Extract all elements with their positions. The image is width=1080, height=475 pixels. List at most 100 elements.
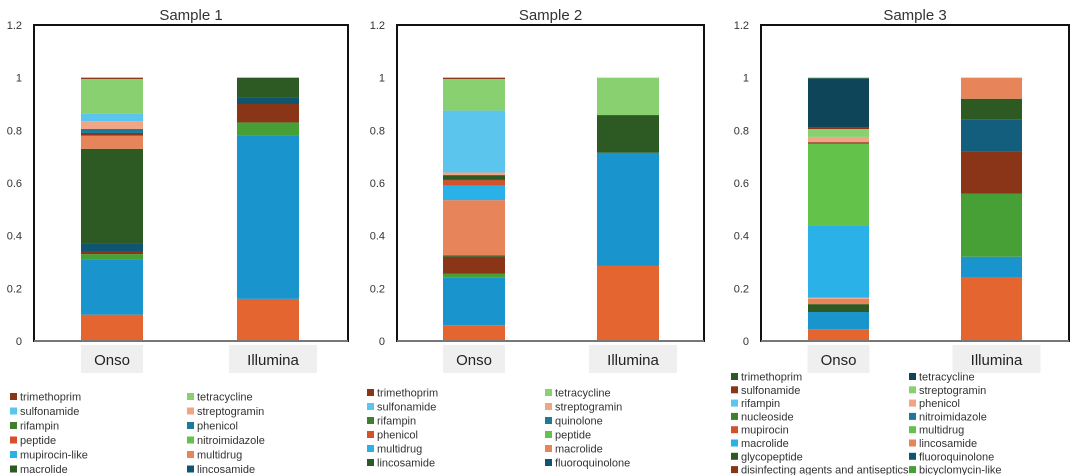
legend-label: nitroimidazole xyxy=(197,435,265,447)
legend-item: sulfonamide xyxy=(10,406,79,418)
legend-label: tetracycline xyxy=(919,372,975,384)
legend-swatch xyxy=(545,431,552,438)
legend-swatch xyxy=(909,439,916,447)
legend-label: fluoroquinolone xyxy=(919,451,994,463)
legend-label: lincosamide xyxy=(377,458,435,470)
y-tick-label: 1.2 xyxy=(734,20,749,32)
legend-label: streptogramin xyxy=(197,406,264,418)
legend-label: macrolide xyxy=(20,464,68,475)
legend-label: phenicol xyxy=(197,421,238,433)
y-tick-label: 0.8 xyxy=(370,125,385,137)
legend-item: disinfecting agents and antiseptics xyxy=(731,465,909,475)
legend: trimethoprimsulfonamiderifampinnucleosid… xyxy=(731,372,1002,475)
legend-label: rifampin xyxy=(377,416,416,428)
bar-segment xyxy=(808,136,869,143)
legend-swatch xyxy=(545,459,552,466)
bar-segment xyxy=(808,329,869,341)
bar-onso xyxy=(808,77,869,341)
legend-item: phenicol xyxy=(909,398,960,410)
bar-segment xyxy=(597,115,659,153)
bar-segment xyxy=(443,255,505,257)
legend-swatch xyxy=(909,386,916,394)
legend-item: rifampin xyxy=(731,398,780,410)
x-category-label: Onso xyxy=(821,352,857,369)
bar-segment xyxy=(961,151,1022,194)
legend-item: peptide xyxy=(10,435,56,447)
legend-swatch xyxy=(367,389,374,396)
bar-segment xyxy=(443,77,505,79)
bar-segment xyxy=(961,98,1022,120)
chart-title: Sample 3 xyxy=(883,7,946,24)
plot-frame xyxy=(760,24,1070,342)
y-tick-label: 0.8 xyxy=(734,125,749,137)
bar-segment xyxy=(961,119,1022,152)
bar-segment xyxy=(237,122,299,136)
chart-sample-1: Sample 1 0 0.2 0.4 0.6 0.8 1 1.2 Onso Illumina tri… xyxy=(7,7,349,475)
bar-illumina xyxy=(961,77,1022,341)
legend-item: lincosamide xyxy=(909,438,977,450)
legend-swatch xyxy=(367,417,374,424)
legend-item: macrolide xyxy=(731,438,789,450)
legend-label: glycopeptide xyxy=(741,451,803,463)
legend-label: macrolide xyxy=(555,444,603,456)
bar-segment xyxy=(961,277,1022,341)
legend-item: tetracycline xyxy=(909,372,975,384)
legend-swatch xyxy=(545,445,552,452)
legend-item: rifampin xyxy=(10,421,59,433)
legend-item: streptogramin xyxy=(545,402,622,414)
bar-segment xyxy=(237,97,299,104)
legend-item: macrolide xyxy=(545,444,603,456)
bar-segment xyxy=(443,256,505,274)
bar-segment xyxy=(597,77,659,116)
bar-segment xyxy=(597,265,659,341)
legend-swatch xyxy=(731,373,738,380)
legend-item: sulfonamide xyxy=(731,385,800,397)
category-label-bg xyxy=(443,345,505,373)
legend-label: phenicol xyxy=(377,430,418,442)
x-category-label: Illumina xyxy=(971,352,1023,369)
legend-item: trimethoprim xyxy=(367,388,438,400)
bar-segment xyxy=(808,129,869,137)
legend-label: lincosamide xyxy=(919,438,977,450)
legend-label: trimethoprim xyxy=(741,372,802,384)
chart-title: Sample 1 xyxy=(159,7,222,24)
x-category-label: Illumina xyxy=(247,352,299,369)
legend-label: sulfonamide xyxy=(20,406,79,418)
category-label-bg xyxy=(807,345,870,373)
legend-label: nitroimidazole xyxy=(919,411,987,423)
legend-label: mupirocin xyxy=(741,425,789,437)
legend-swatch xyxy=(10,393,17,400)
legend-swatch xyxy=(909,426,916,434)
bar-segment xyxy=(808,77,869,79)
legend-label: disinfecting agents and antiseptics xyxy=(741,465,909,475)
bar-segment xyxy=(597,152,659,266)
bar-segment xyxy=(443,110,505,173)
bar-segment xyxy=(808,298,869,305)
legend-label: multidrug xyxy=(919,425,964,437)
legend-label: tetracycline xyxy=(555,388,611,400)
legend-label: fluoroquinolone xyxy=(555,458,630,470)
bar-segment xyxy=(808,143,869,226)
legend-swatch xyxy=(545,403,552,410)
legend-item: trimethoprim xyxy=(10,392,81,404)
y-tick-label: 1 xyxy=(743,73,749,85)
legend-swatch xyxy=(10,422,17,429)
legend-swatch xyxy=(10,451,17,458)
legend-label: lincosamide xyxy=(197,464,255,475)
legend-swatch xyxy=(909,412,916,420)
legend-item: nucleoside xyxy=(731,411,794,423)
bar-onso xyxy=(443,77,505,341)
bar-segment xyxy=(81,113,143,122)
bar-segment xyxy=(81,132,143,136)
legend-label: streptogramin xyxy=(919,385,986,397)
legend-item: streptogramin xyxy=(909,385,986,397)
y-tick-label: 0.6 xyxy=(7,178,22,190)
legend-swatch xyxy=(731,466,738,474)
legend-label: tetracycline xyxy=(197,392,253,404)
bar-segment xyxy=(443,325,505,341)
legend-swatch xyxy=(10,465,17,473)
bar-segment xyxy=(808,312,869,330)
legend-label: trimethoprim xyxy=(20,392,81,404)
legend-item: mupirocin-like xyxy=(10,450,88,462)
y-tick-label: 0.2 xyxy=(734,283,749,295)
